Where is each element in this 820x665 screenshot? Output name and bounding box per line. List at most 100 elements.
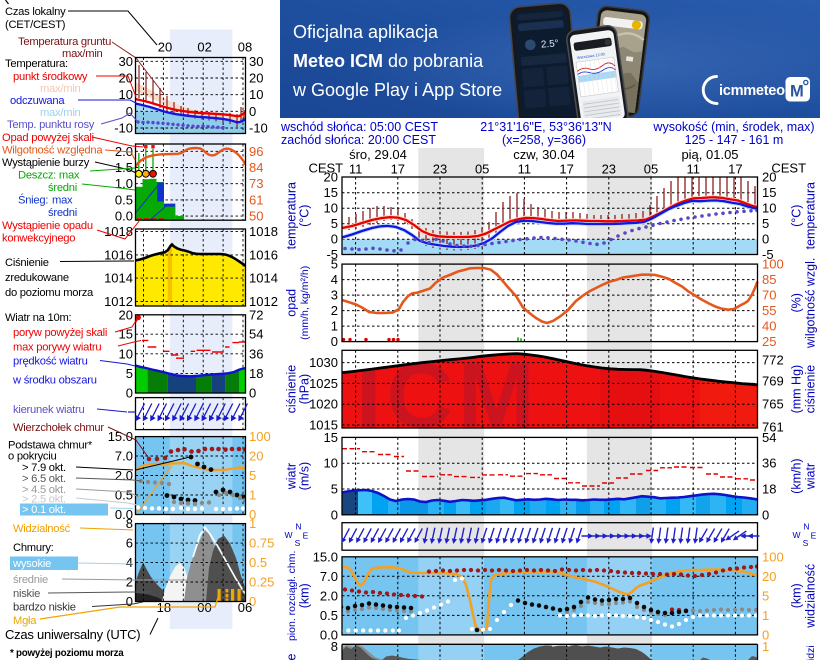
svg-text:w środku obszaru: w środku obszaru xyxy=(12,375,97,387)
svg-text:0: 0 xyxy=(331,334,338,349)
svg-text:1: 1 xyxy=(762,608,769,623)
svg-text:17: 17 xyxy=(559,162,573,177)
svg-text:15: 15 xyxy=(762,185,776,200)
svg-text:1025: 1025 xyxy=(309,376,338,391)
svg-text:(mm Hg): (mm Hg) xyxy=(789,365,803,414)
svg-text:15: 15 xyxy=(324,430,338,445)
svg-text:ciśnienie: ciśnienie xyxy=(803,365,817,414)
svg-text:0.5: 0.5 xyxy=(320,608,338,623)
svg-text:40: 40 xyxy=(762,319,776,334)
svg-text:1016: 1016 xyxy=(249,247,278,262)
svg-text:1016: 1016 xyxy=(104,247,133,262)
svg-text:bardzo niskie: bardzo niskie xyxy=(13,602,76,614)
svg-text:10: 10 xyxy=(119,346,133,361)
svg-text:widzi: widzi xyxy=(805,645,817,660)
svg-text:Temperatura gruntu: Temperatura gruntu xyxy=(18,36,111,48)
svg-text:2.0: 2.0 xyxy=(320,588,338,603)
svg-text:temperatura: temperatura xyxy=(803,182,817,249)
svg-text:761: 761 xyxy=(762,420,784,435)
svg-text:Wystąpienie burzy: Wystąpienie burzy xyxy=(2,157,90,169)
svg-text:08: 08 xyxy=(238,40,252,55)
svg-text:10: 10 xyxy=(762,201,776,216)
svg-text:N: N xyxy=(803,522,809,532)
svg-text:> 2.5 okt.: > 2.5 okt. xyxy=(22,494,66,506)
svg-text:0: 0 xyxy=(331,507,338,522)
svg-text:11: 11 xyxy=(518,162,532,177)
svg-text:konwekcyjnego: konwekcyjnego xyxy=(2,233,75,245)
svg-text:5: 5 xyxy=(762,588,769,603)
svg-text:15: 15 xyxy=(119,327,133,342)
svg-text:S: S xyxy=(803,538,809,548)
svg-text:20: 20 xyxy=(249,71,263,86)
svg-text:(km/h): (km/h) xyxy=(789,458,803,493)
svg-text:(km): (km) xyxy=(789,583,803,608)
svg-text:Oficjalna aplikacja: Oficjalna aplikacja xyxy=(293,22,439,42)
svg-text:Wilgotność względna: Wilgotność względna xyxy=(2,145,103,157)
svg-text:20: 20 xyxy=(762,569,776,584)
svg-text:55: 55 xyxy=(762,303,776,318)
svg-text:5: 5 xyxy=(249,468,256,483)
svg-text:10: 10 xyxy=(324,201,338,216)
svg-text:średni: średni xyxy=(48,182,77,194)
svg-text:05: 05 xyxy=(475,162,489,177)
svg-text:0.75: 0.75 xyxy=(249,536,274,551)
svg-text:> 0.1 okt.: > 0.1 okt. xyxy=(22,504,66,516)
svg-text:niskie: niskie xyxy=(13,588,40,600)
svg-text:wilgotność wzgl.: wilgotność wzgl. xyxy=(803,258,817,349)
svg-text:17: 17 xyxy=(391,162,405,177)
svg-text:18: 18 xyxy=(762,482,776,497)
svg-text:M: M xyxy=(790,82,804,100)
svg-text:3: 3 xyxy=(331,288,338,303)
svg-text:> 7.9 okt.: > 7.9 okt. xyxy=(22,462,66,474)
svg-text:0: 0 xyxy=(762,232,769,247)
svg-text:czw, 30.04: czw, 30.04 xyxy=(513,147,574,162)
svg-text:20: 20 xyxy=(119,307,133,322)
svg-text:100: 100 xyxy=(762,549,784,564)
svg-text:17: 17 xyxy=(728,162,742,177)
svg-text:(x=258, y=366): (x=258, y=366) xyxy=(502,133,586,147)
svg-text:1018: 1018 xyxy=(249,224,278,239)
svg-text:wschód słońca: 05:00 CEST: wschód słońca: 05:00 CEST xyxy=(280,120,438,134)
svg-text:-5: -5 xyxy=(326,247,338,262)
svg-text:ciśnienie: ciśnienie xyxy=(284,365,298,414)
svg-text:Meteo ICM do pobrania: Meteo ICM do pobrania xyxy=(293,51,484,71)
svg-text:-5: -5 xyxy=(762,247,774,262)
svg-text:36: 36 xyxy=(249,346,263,361)
svg-text:0.0: 0.0 xyxy=(115,209,133,224)
svg-text:0: 0 xyxy=(762,507,769,522)
svg-text:61: 61 xyxy=(249,192,263,207)
svg-text:0: 0 xyxy=(126,104,133,119)
svg-text:1020: 1020 xyxy=(309,397,338,412)
svg-text:max: max xyxy=(52,195,73,207)
svg-text:-10: -10 xyxy=(249,121,268,136)
svg-text:84: 84 xyxy=(249,160,263,175)
svg-text:(°C): (°C) xyxy=(789,205,803,227)
svg-text:kierunek wiatru: kierunek wiatru xyxy=(13,404,85,416)
svg-text:30: 30 xyxy=(119,54,133,69)
svg-text:4: 4 xyxy=(126,555,133,570)
svg-text:20: 20 xyxy=(762,170,776,185)
svg-text:(mm/h, kg/m²/h): (mm/h, kg/m²/h) xyxy=(299,266,311,340)
svg-text:Wierzchołek chmur: Wierzchołek chmur xyxy=(13,422,104,434)
svg-text:Mgła: Mgła xyxy=(13,615,37,627)
svg-text:-10: -10 xyxy=(114,121,133,136)
svg-text:0.25: 0.25 xyxy=(249,575,274,590)
svg-text:Temp. punktu rosy: Temp. punktu rosy xyxy=(7,119,95,131)
svg-text:Czas lokalny: Czas lokalny xyxy=(5,6,66,18)
svg-text:100: 100 xyxy=(762,257,784,272)
svg-text:15.0: 15.0 xyxy=(313,549,338,564)
svg-text:wysokie: wysokie xyxy=(12,558,51,570)
svg-text:1014: 1014 xyxy=(104,271,133,286)
svg-text:śro, 29.04: śro, 29.04 xyxy=(349,147,407,162)
svg-text:8: 8 xyxy=(126,516,133,531)
svg-text:769: 769 xyxy=(762,374,784,389)
svg-text:widzialność: widzialność xyxy=(803,564,817,629)
svg-text:1014: 1014 xyxy=(249,271,278,286)
svg-text:8: 8 xyxy=(331,639,338,654)
svg-text:N: N xyxy=(295,522,301,532)
svg-text:125 - 147 - 161 m: 125 - 147 - 161 m xyxy=(685,133,784,147)
svg-text:54: 54 xyxy=(249,327,263,342)
svg-text:prędkość wiatru: prędkość wiatru xyxy=(13,356,88,368)
svg-text:temperatura: temperatura xyxy=(284,182,298,249)
svg-text:wiatr: wiatr xyxy=(284,463,298,490)
